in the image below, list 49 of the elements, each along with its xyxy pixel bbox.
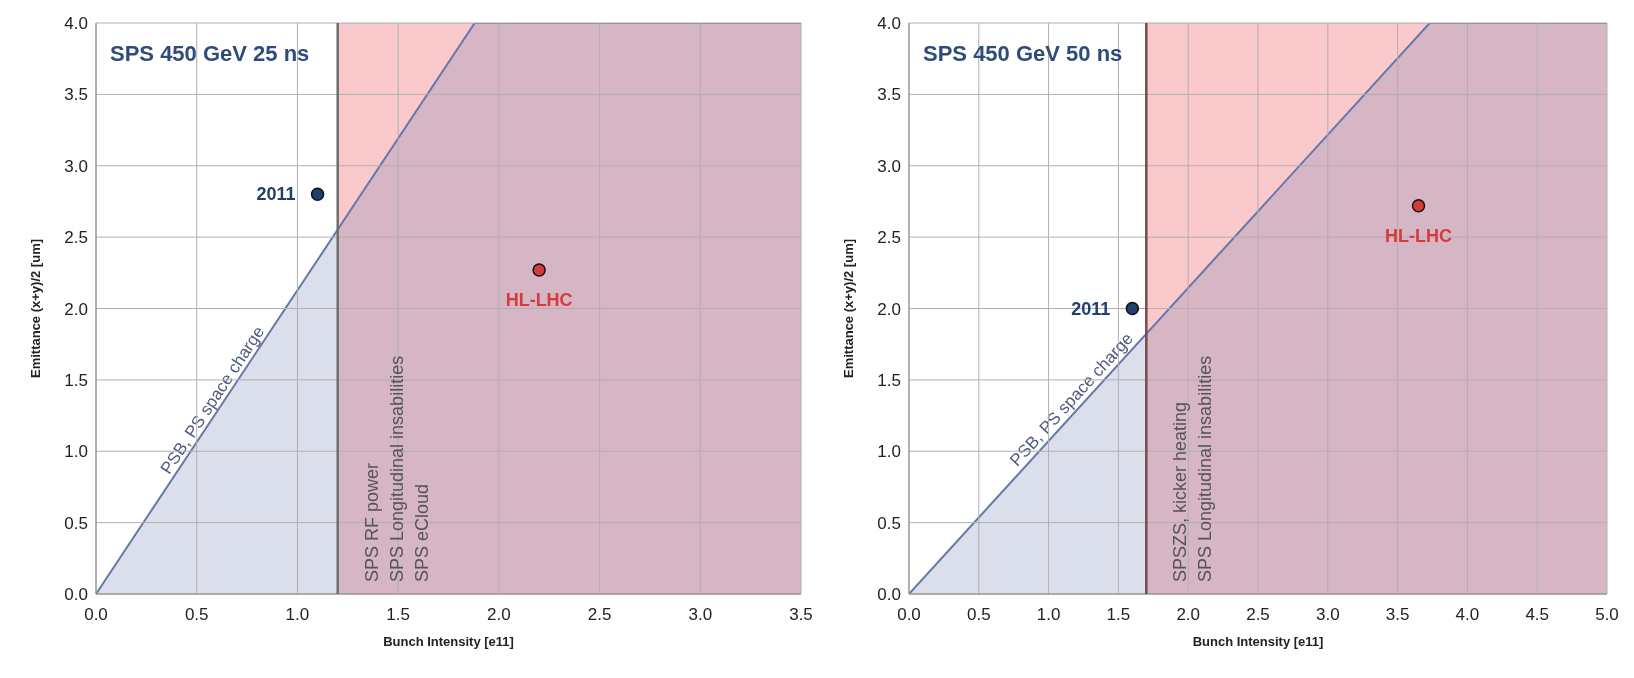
y-tick-label: 1.5: [64, 370, 88, 390]
x-tick-label: 3.5: [789, 605, 813, 624]
x-tick-label: 1.0: [1036, 605, 1061, 624]
y-tick-label: 3.5: [64, 85, 88, 105]
x-tick-label: 3.0: [1315, 605, 1340, 624]
x-tick-label: 0.0: [84, 605, 108, 624]
x-tick-label: 3.0: [688, 605, 713, 624]
y-tick-label: 1.0: [64, 442, 88, 462]
x-tick-label: 3.5: [1385, 605, 1410, 624]
y-tick-label: 0.0: [64, 585, 88, 604]
x-tick-label: 2.5: [1246, 605, 1270, 624]
x-tick-label: 0.5: [966, 605, 991, 624]
y-tick-label: 0.0: [877, 585, 901, 604]
x-tick-label: 5.0: [1595, 605, 1619, 624]
series-label: 2011: [256, 184, 296, 205]
y-tick-label: 0.5: [64, 513, 88, 533]
y-axis-title: Emittance (x+y)/2 [um]: [841, 238, 856, 379]
x-tick-label: 2.0: [487, 605, 511, 624]
x-tick-label: 2.5: [587, 605, 612, 624]
series-label: HL-LHC: [1385, 225, 1453, 246]
text: SPS 450 GeV 25 ns: [110, 41, 310, 66]
y-tick-label: 2.0: [64, 299, 88, 319]
y-tick-label: 3.0: [64, 156, 88, 176]
x-tick-label: 1.0: [285, 605, 310, 624]
y-tick-label: 1.0: [877, 442, 901, 462]
y-tick-label: 3.0: [877, 156, 901, 176]
band-label: SPSZS, kicker heating SPS Longitudinal insabilities: [1170, 355, 1216, 582]
x-axis-title: Bunch Intensity [e11]: [383, 634, 514, 649]
x-tick-label: 1.5: [386, 605, 410, 624]
series-label: 2011: [1071, 298, 1111, 319]
y-tick-label: 2.0: [877, 299, 901, 319]
y-tick-label: 2.5: [64, 228, 88, 248]
series-label: HL-LHC: [505, 289, 573, 310]
band-label: SPS RF power SPS Longitudinal insabilities SPS eCloud: [361, 355, 432, 582]
x-tick-label: 1.5: [1106, 605, 1131, 624]
y-tick-label: 4.0: [877, 14, 901, 33]
x-tick-label: 4.5: [1525, 605, 1550, 624]
x-tick-label: 2.0: [1176, 605, 1201, 624]
text: SPS 450 GeV 50 ns: [923, 41, 1123, 66]
x-tick-label: 4.0: [1455, 605, 1480, 624]
x-tick-label: 0.5: [184, 605, 209, 624]
y-tick-label: 2.5: [877, 228, 901, 248]
x-axis-title: Bunch Intensity [e11]: [1192, 634, 1324, 649]
y-tick-label: 0.5: [877, 513, 901, 533]
y-tick-label: 4.0: [64, 14, 88, 33]
y-tick-label: 1.5: [877, 370, 901, 390]
x-tick-label: 0.0: [897, 605, 921, 624]
y-axis-title: Emittance (x+y)/2 [um]: [28, 238, 43, 379]
y-tick-label: 3.5: [877, 85, 901, 105]
